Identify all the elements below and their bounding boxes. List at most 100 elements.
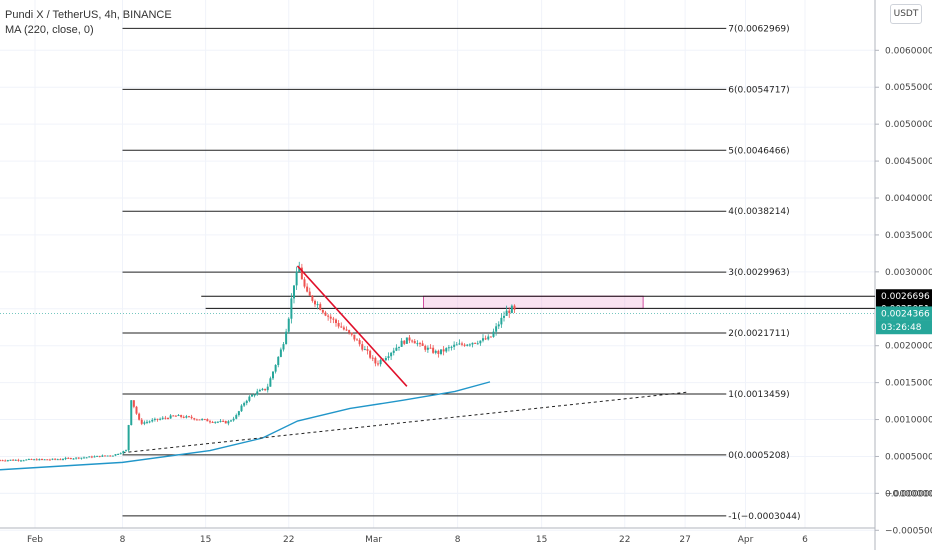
candle-body [321, 309, 324, 313]
candle-body [311, 295, 314, 301]
candle-body [285, 331, 288, 345]
candle-body [198, 419, 201, 421]
candle-body [277, 356, 280, 366]
candle-body [209, 421, 211, 423]
candle-body [251, 394, 253, 397]
currency-unit-button[interactable]: USDT [890, 4, 922, 24]
candle-body [405, 337, 408, 344]
candle-body [67, 457, 70, 459]
candle-body [258, 389, 261, 392]
price-tag-label: 03:26:48 [881, 323, 922, 333]
candle-body [140, 419, 143, 424]
candle-body [174, 415, 177, 417]
candle-body [340, 326, 343, 328]
candle-body [182, 416, 185, 418]
candle-body [319, 304, 322, 310]
candle-body [324, 312, 327, 316]
candle-body [203, 419, 206, 421]
candle-body [41, 459, 43, 461]
candle-body [90, 456, 93, 458]
candle-body [240, 405, 243, 412]
y-tick-label: 0.0045000 [885, 157, 932, 167]
candle-body [437, 350, 440, 354]
candle-body [248, 396, 251, 401]
candle-body [9, 459, 12, 461]
fib-level-label: 5(0.0046466) [728, 146, 789, 156]
candle-body [482, 338, 484, 341]
downtrend-line[interactable] [296, 265, 408, 387]
candle-body [33, 459, 36, 461]
candle-body [6, 460, 9, 462]
candle-body [487, 336, 490, 340]
candle-body [104, 455, 106, 457]
candle-body [497, 324, 500, 327]
candle-body [408, 337, 411, 341]
indicator-label: MA (220, close, 0) [5, 24, 94, 36]
x-tick-label: 27 [679, 535, 690, 545]
y-tick-label: 0.0020000 [885, 342, 932, 352]
support-trend-line[interactable] [122, 391, 687, 454]
candle-body [59, 459, 62, 461]
candle-body [219, 420, 222, 422]
fib-level-label: 0(0.0005208) [728, 451, 789, 461]
candle-body [85, 457, 88, 459]
candle-body [185, 416, 188, 418]
candle-body [211, 421, 214, 423]
candle-body [224, 421, 227, 424]
candle-body [88, 456, 91, 458]
candle-body [64, 457, 67, 460]
y-tick-label: 0.0060000 [885, 46, 932, 56]
candle-body [146, 421, 148, 423]
candle-body [35, 459, 38, 461]
candle-body [345, 329, 348, 331]
candle-body [513, 305, 516, 310]
candle-body [400, 340, 403, 347]
y-tick-label: 0.0030000 [885, 268, 932, 278]
y-tick-label: 0.0040000 [885, 194, 932, 204]
candle-body [159, 418, 162, 420]
candle-body [332, 318, 335, 320]
candle-body [374, 357, 377, 364]
candle-body [232, 418, 235, 421]
candle-body [316, 304, 319, 306]
candle-body [117, 453, 120, 455]
candle-body [245, 400, 248, 404]
candle-body [237, 411, 240, 416]
candle-body [279, 349, 282, 357]
y-tick-label: 0.0010000 [885, 416, 932, 426]
candle-body [455, 344, 458, 346]
y-tick-label: 0.0000000 [885, 489, 932, 499]
x-tick-label: Feb [27, 535, 43, 545]
candle-body [114, 454, 117, 456]
candle-body [353, 334, 356, 340]
resistance-zone-box[interactable] [423, 295, 644, 309]
candle-body [416, 343, 419, 345]
candle-body [164, 417, 167, 419]
candle-body [442, 349, 445, 352]
candle-body [30, 459, 33, 461]
price-tag [876, 289, 932, 304]
x-tick-label: Mar [365, 535, 382, 545]
candle-body [300, 267, 303, 280]
candle-body [190, 416, 193, 419]
price-tag [876, 320, 932, 335]
candle-body [156, 418, 159, 420]
chart-title: Pundi X / TetherUS, 4h, BINANCE [5, 9, 172, 21]
candle-body [445, 348, 448, 352]
candle-body [272, 371, 274, 379]
candle-body [132, 400, 135, 407]
candle-body [447, 347, 450, 349]
candle-body [505, 310, 508, 316]
candle-body [235, 415, 238, 419]
candle-body [216, 421, 219, 423]
candle-body [474, 342, 477, 344]
candle-body [411, 340, 414, 342]
candle-body [138, 413, 141, 420]
candle-body [188, 416, 190, 418]
candle-body [177, 415, 180, 417]
candle-body [148, 421, 151, 423]
candle-body [62, 459, 64, 461]
candle-body [453, 344, 456, 347]
candle-body [130, 400, 133, 426]
